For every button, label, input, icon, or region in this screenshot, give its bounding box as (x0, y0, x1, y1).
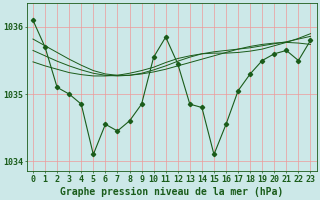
X-axis label: Graphe pression niveau de la mer (hPa): Graphe pression niveau de la mer (hPa) (60, 186, 284, 197)
